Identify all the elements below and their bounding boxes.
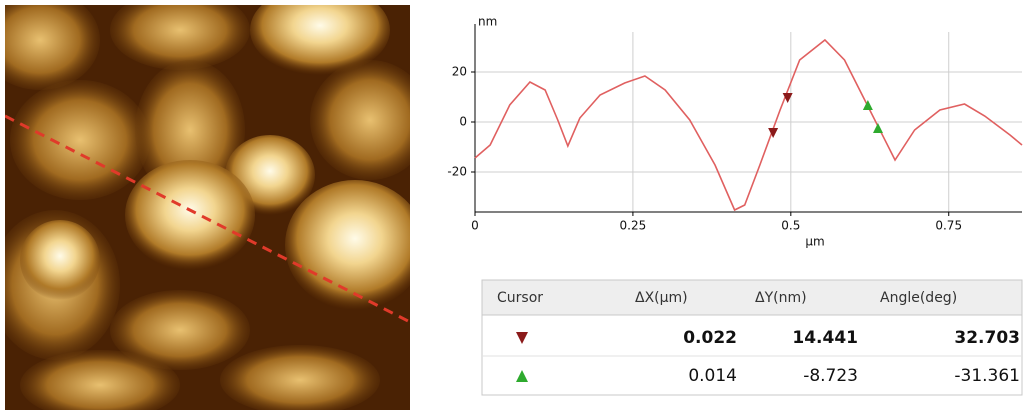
profile-curve — [475, 40, 1022, 210]
y-tick-label: -20 — [447, 165, 467, 179]
x-tick-label: 0.5 — [781, 219, 800, 233]
x-tick-label: 0.25 — [620, 219, 647, 233]
table-header: ΔY(nm) — [755, 290, 807, 306]
y-axis-label: nm — [478, 15, 497, 29]
afm-image — [0, 0, 430, 410]
table-body-bg — [482, 315, 1022, 395]
table-cell: -8.723 — [803, 366, 858, 386]
canvas: nm µm 20 0 -20 0 0.25 0.5 0.75 Cursor ΔX(µm) ΔY(n… — [0, 0, 1025, 410]
table-header: Angle(deg) — [880, 290, 957, 306]
cursor-marker — [873, 123, 883, 133]
x-tick-label: 0 — [471, 219, 479, 233]
table-cell: 32.703 — [954, 328, 1020, 348]
table-header: Cursor — [497, 290, 543, 306]
y-tick-label: 20 — [452, 65, 467, 79]
x-axis-label: µm — [805, 235, 824, 249]
table-cell: 0.014 — [688, 366, 737, 386]
screen: nm µm 20 0 -20 0 0.25 0.5 0.75 Cursor ΔX(µm) ΔY(n… — [0, 0, 1025, 410]
x-tick-label: 0.75 — [935, 219, 962, 233]
table-cell: -31.361 — [954, 366, 1020, 386]
table-cell: 14.441 — [792, 328, 858, 348]
y-tick-label: 0 — [459, 115, 467, 129]
table-header: ΔX(µm) — [635, 290, 688, 306]
table-cell: 0.022 — [683, 328, 737, 348]
cursor-marker — [863, 100, 873, 110]
